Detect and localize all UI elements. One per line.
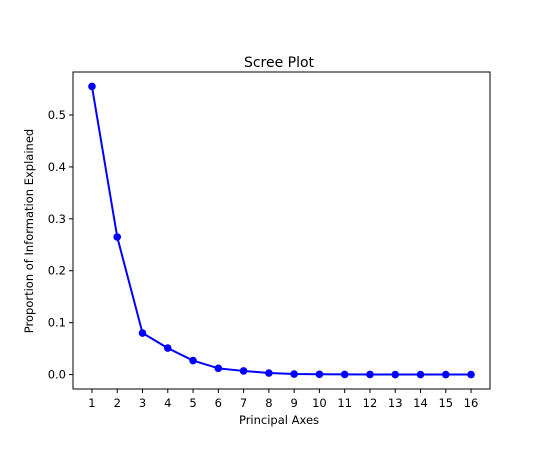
plot-area (72, 71, 491, 390)
data-point (239, 367, 248, 375)
x-tick-label: 5 (189, 396, 196, 410)
x-tick-label: 4 (164, 396, 171, 410)
x-axis-label: Principal Axes (239, 413, 319, 427)
y-tick-label: 0.1 (48, 316, 66, 330)
data-point (467, 370, 475, 379)
x-tick-label: 6 (215, 396, 222, 410)
y-tick-label: 0.2 (48, 264, 66, 278)
y-tick-label: 0.0 (48, 368, 66, 382)
series-group (88, 82, 475, 379)
data-point (290, 370, 298, 378)
x-tick-label: 10 (312, 396, 327, 410)
data-point (214, 364, 223, 373)
data-point (416, 370, 425, 379)
data-point (441, 370, 450, 379)
data-point (391, 370, 400, 379)
data-point (265, 369, 273, 377)
data-point (113, 233, 122, 241)
x-tick-label: 7 (240, 396, 247, 410)
x-tick-label: 2 (114, 396, 121, 410)
x-tick-label: 11 (337, 396, 352, 410)
x-tick-label: 14 (413, 396, 428, 410)
chart-title: Scree Plot (244, 55, 315, 71)
x-tick-label: 1 (88, 396, 95, 410)
x-tick-label: 16 (464, 396, 479, 410)
data-point (138, 329, 147, 337)
x-tick-label: 15 (438, 396, 453, 410)
data-point (315, 370, 324, 379)
x-axis: 1 2 3 4 5 6 7 8 9 10 11 12 13 14 15 16 (88, 389, 478, 410)
x-tick-label: 13 (388, 396, 403, 410)
x-tick-label: 3 (139, 396, 146, 410)
x-tick-label: 12 (363, 396, 378, 410)
x-tick-label: 9 (290, 396, 297, 410)
series-line (90, 86, 472, 376)
data-point (189, 356, 197, 365)
data-point (163, 344, 172, 352)
data-point (88, 82, 96, 91)
y-tick-label: 0.4 (48, 160, 66, 174)
y-tick-label: 0.5 (48, 108, 66, 122)
data-point (366, 370, 374, 379)
data-point (340, 370, 349, 379)
y-axis: 0.0 0.1 0.2 0.3 0.4 0.5 (48, 108, 73, 382)
x-tick-label: 8 (265, 396, 272, 410)
y-axis-label: Proportion of Information Explained (22, 129, 36, 333)
y-tick-label: 0.3 (48, 212, 66, 226)
